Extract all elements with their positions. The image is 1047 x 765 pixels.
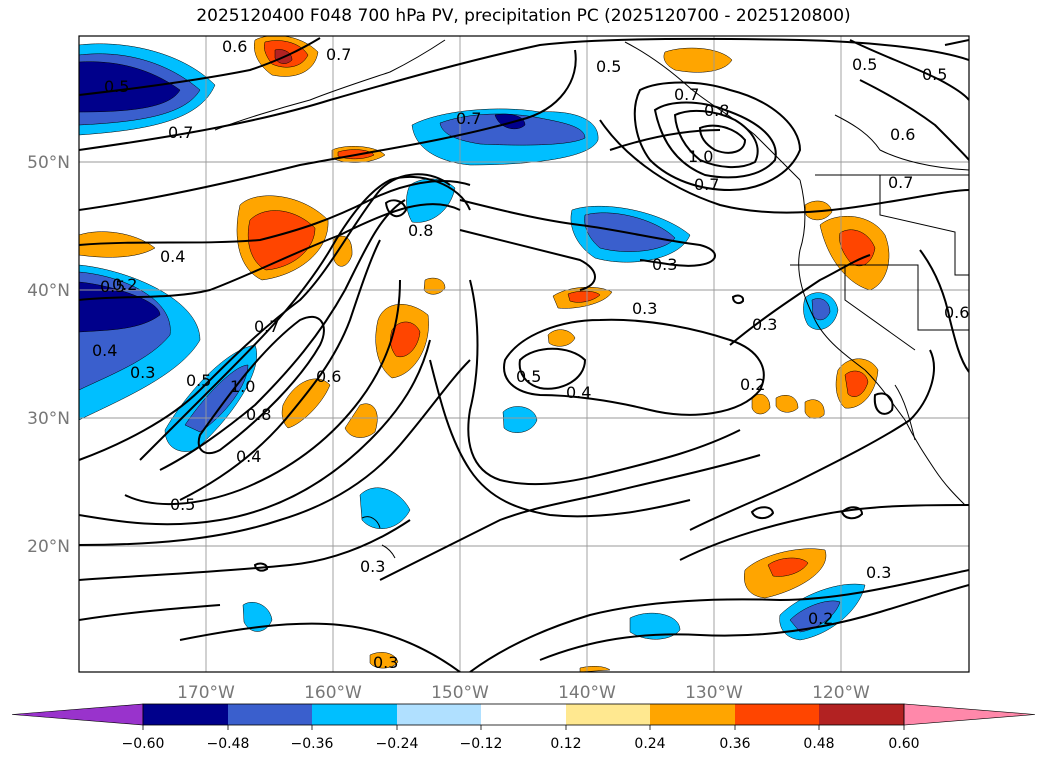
contour-label: 0.3: [632, 299, 657, 318]
contour-label: 0.7: [888, 173, 913, 192]
contour-label: 0.7: [326, 45, 351, 64]
lat-label-20n: 20°N: [27, 537, 70, 557]
lon-label-160w: 160°W: [304, 683, 362, 703]
colorbar-segment: [650, 704, 735, 725]
contour-label: 0.5: [516, 367, 541, 386]
contour-label: 0.3: [373, 653, 398, 672]
contour-label: 0.7: [168, 123, 193, 142]
colorbar-segment: [312, 704, 397, 725]
lat-label-30n: 30°N: [27, 409, 70, 429]
contour-label: 0.5: [100, 277, 125, 296]
contour-label: 0.8: [246, 405, 271, 424]
contour-label: 0.3: [360, 557, 385, 576]
contour-label: 0.5: [186, 371, 211, 390]
contour-label: 0.7: [694, 175, 719, 194]
colorbar-segment: [566, 704, 650, 725]
contour-label: 0.8: [704, 101, 729, 120]
contour-label: 0.5: [922, 65, 947, 84]
colorbar-segment: [735, 704, 819, 725]
colorbar-tick-label: 0.24: [634, 736, 665, 752]
colorbar-tick-label: 0.12: [550, 736, 581, 752]
contour-label: 0.2: [808, 609, 833, 628]
colorbar-tick-label: −0.48: [207, 736, 250, 752]
contour-label: 0.5: [170, 495, 195, 514]
colorbar-segment: [819, 704, 904, 725]
longitude-labels: 170°W 160°W 150°W 140°W 130°W 120°W: [177, 683, 870, 703]
contour-label: 0.7: [674, 85, 699, 104]
contour-label: 0.6: [222, 37, 247, 56]
contour-label: 0.8: [408, 221, 433, 240]
contour-label: 0.2: [112, 275, 137, 294]
contour-label: 0.3: [130, 363, 155, 382]
colorbar-segment: [481, 704, 566, 725]
colorbar-tick-label: 0.36: [719, 736, 750, 752]
contour-label: 0.5: [852, 55, 877, 74]
precip-positive-patches: [79, 36, 890, 672]
colorbar-tick-label: −0.60: [122, 736, 165, 752]
contour-label: 0.3: [752, 315, 777, 334]
colorbar-segment: [143, 704, 228, 725]
colorbar-segment: [397, 704, 481, 725]
contour-label: 0.4: [160, 247, 185, 266]
colorbar-frame: [142, 703, 905, 726]
pv-contour-labels: 0.6 0.7 0.5 0.7 0.4 0.5 0.4 0.3 0.8 0.7 …: [92, 37, 969, 672]
colorbar-tick-label: −0.12: [460, 736, 503, 752]
pv-contours: [79, 37, 969, 672]
colorbar-tick-label: 0.60: [888, 736, 919, 752]
contour-label: 0.5: [596, 57, 621, 76]
colorbar-tick-label: 0.48: [803, 736, 834, 752]
contour-label: 1.0: [688, 147, 713, 166]
contour-label: 0.4: [92, 341, 117, 360]
colorbar-tick-label: −0.36: [291, 736, 334, 752]
colorbar-high-arrow: [903, 703, 1036, 726]
contour-label: 1.0: [230, 377, 255, 396]
lon-label-150w: 150°W: [431, 683, 489, 703]
contour-label: 0.7: [254, 317, 279, 336]
contour-label: 0.4: [566, 383, 591, 402]
contour-label: 0.7: [456, 109, 481, 128]
contour-label: 0.5: [104, 77, 129, 96]
contour-label: 0.2: [740, 375, 765, 394]
lon-label-130w: 130°W: [685, 683, 743, 703]
contour-label: 0.4: [236, 447, 261, 466]
lon-label-120w: 120°W: [812, 683, 870, 703]
lon-label-170w: 170°W: [177, 683, 235, 703]
lat-label-50n: 50°N: [27, 153, 70, 173]
map-area: 0.6 0.7 0.5 0.7 0.4 0.5 0.4 0.3 0.8 0.7 …: [79, 36, 969, 672]
latitude-labels: 50°N 40°N 30°N 20°N: [27, 153, 70, 557]
lat-label-40n: 40°N: [27, 281, 70, 301]
lon-label-140w: 140°W: [558, 683, 616, 703]
map-title: 2025120400 F048 700 hPa PV, precipitatio…: [196, 6, 851, 26]
colorbar-low-arrow: [11, 703, 144, 726]
colorbar: −0.60 −0.48 −0.36 −0.24 −0.12 0.12 0.24 …: [11, 703, 1036, 752]
map-frame: [78, 35, 970, 673]
contour-label: 0.6: [944, 303, 969, 322]
precip-negative-patches: [79, 43, 866, 641]
contour-label: 0.3: [866, 563, 891, 582]
colorbar-ticks: [142, 725, 905, 730]
colorbar-segment: [228, 704, 312, 725]
contour-label: 0.3: [652, 255, 677, 274]
contour-label: 0.6: [890, 125, 915, 144]
contour-label: 0.6: [316, 367, 341, 386]
colorbar-tick-label: −0.24: [376, 736, 419, 752]
